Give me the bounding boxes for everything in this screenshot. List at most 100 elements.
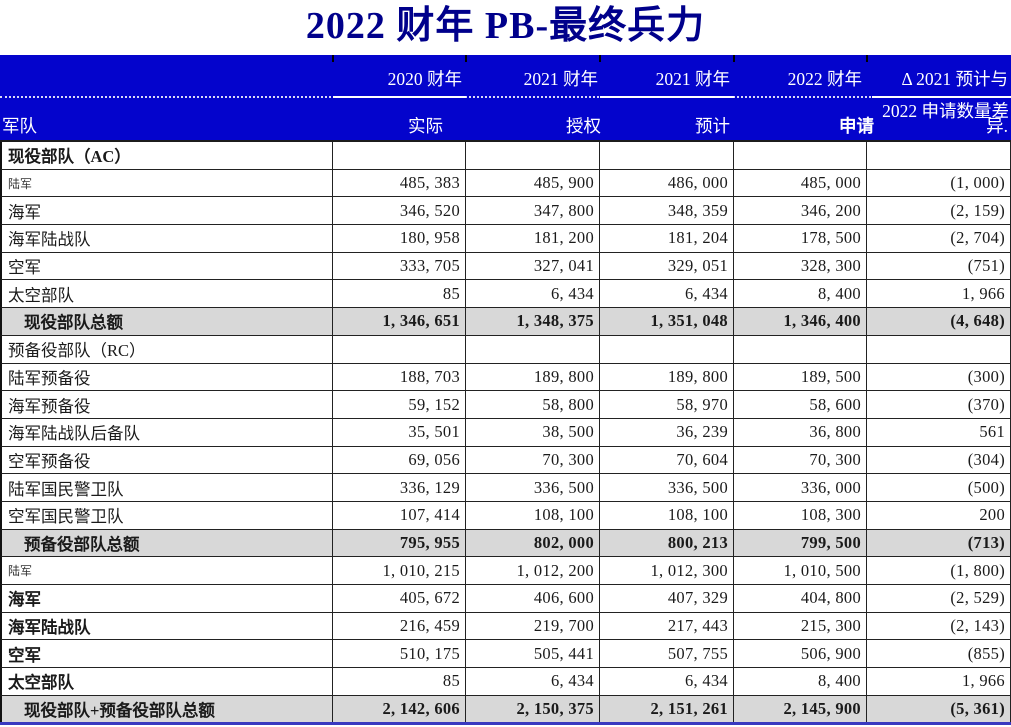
- row-label: 海军陆战队后备队: [0, 418, 333, 447]
- value-cell: (4, 648): [867, 308, 1011, 336]
- value-cell: 1, 966: [867, 668, 1011, 696]
- column-divider-tick: [733, 55, 735, 62]
- value-cell: (5, 361): [867, 695, 1011, 724]
- value-cell: (304): [867, 446, 1011, 475]
- value-cell: 2, 142, 606: [333, 695, 466, 724]
- table-row: 空军 510, 175 505, 441 507, 755 506, 900 (855): [0, 640, 1011, 669]
- value-cell: 347, 800: [466, 197, 600, 226]
- header-forces-label: 军队: [2, 116, 37, 136]
- value-cell: 327, 041: [466, 252, 600, 281]
- value-cell: (1, 000): [867, 169, 1011, 198]
- row-label: 陆军预备役: [0, 363, 333, 392]
- value-cell: 69, 056: [333, 446, 466, 475]
- value-cell: 1, 346, 400: [734, 308, 867, 336]
- table-row: 陆军国民警卫队 336, 129 336, 500 336, 500 336, 000(…: [0, 474, 1011, 502]
- value-cell: [466, 142, 600, 170]
- value-cell: 336, 500: [466, 474, 600, 502]
- header-col-estimated: 预计: [695, 116, 730, 136]
- row-label: 陆军国民警卫队: [0, 474, 333, 502]
- header-col-request: 申请: [839, 116, 874, 136]
- value-cell: 188, 703: [333, 363, 466, 392]
- value-cell: 486, 000: [600, 169, 734, 198]
- row-label: 海军预备役: [0, 391, 333, 419]
- value-cell: 404, 800: [734, 585, 867, 613]
- table-row: 现役部队总额 1, 346, 651 1, 348, 375 1, 351, 048 1…: [0, 308, 1011, 336]
- table-row: 海军 346, 520 347, 800 348, 359 346, 200 (2, 15…: [0, 197, 1011, 226]
- value-cell: [734, 142, 867, 170]
- value-cell: 189, 500: [734, 363, 867, 392]
- header-fy2021-authorized: 2021 财年: [523, 69, 598, 89]
- value-cell: 1, 012, 200: [466, 557, 600, 585]
- value-cell: 70, 604: [600, 446, 734, 475]
- header-underline: [333, 96, 466, 98]
- value-cell: 802, 000: [466, 529, 600, 558]
- value-cell: 406, 600: [466, 585, 600, 613]
- value-cell: (300): [867, 363, 1011, 392]
- value-cell: [333, 142, 466, 170]
- value-cell: 1, 010, 215: [333, 557, 466, 585]
- value-cell: 799, 500: [734, 529, 867, 558]
- value-cell: 181, 204: [600, 225, 734, 253]
- value-cell: 38, 500: [466, 418, 600, 447]
- value-cell: 2, 145, 900: [734, 695, 867, 724]
- value-cell: 35, 501: [333, 418, 466, 447]
- value-cell: 485, 900: [466, 169, 600, 198]
- table-row: 空军预备役 69, 056 70, 300 70, 604 70, 300 (304): [0, 446, 1011, 475]
- row-label: 空军: [0, 252, 333, 281]
- table-row: 陆军 485, 383 485, 900 486, 000 485, 000 (1, 00…: [0, 169, 1011, 198]
- table-row: 海军陆战队 180, 958 181, 200 181, 204 178, 500 (2,…: [0, 225, 1011, 253]
- value-cell: 215, 300: [734, 612, 867, 641]
- row-label: 预备役部队总额: [0, 529, 333, 558]
- value-cell: 107, 414: [333, 501, 466, 530]
- value-cell: 8, 400: [734, 668, 867, 696]
- row-label: 现役部队总额: [0, 308, 333, 336]
- table-row: 海军陆战队 216, 459 219, 700 217, 443 215, 300 (2,…: [0, 612, 1011, 641]
- value-cell: 178, 500: [734, 225, 867, 253]
- value-cell: [734, 335, 867, 364]
- row-label: 海军陆战队: [0, 612, 333, 641]
- table-row: 预备役部队（RC）: [0, 335, 1011, 364]
- value-cell: 336, 000: [734, 474, 867, 502]
- value-cell: 36, 800: [734, 418, 867, 447]
- value-cell: 506, 900: [734, 640, 867, 669]
- column-divider-tick: [332, 55, 334, 62]
- table-row: 现役部队（AC）: [0, 142, 1011, 170]
- table-row: 海军预备役 59, 152 58, 800 58, 970 58, 600 (370): [0, 391, 1011, 419]
- value-cell: [867, 335, 1011, 364]
- value-cell: (1, 800): [867, 557, 1011, 585]
- row-label: 预备役部队（RC）: [0, 335, 333, 364]
- row-label: 海军: [0, 197, 333, 226]
- value-cell: (713): [867, 529, 1011, 558]
- header-underline: [600, 96, 734, 98]
- value-cell: 219, 700: [466, 612, 600, 641]
- bottom-border-line: [0, 722, 1011, 725]
- value-cell: 346, 520: [333, 197, 466, 226]
- row-label: 陆军: [0, 169, 333, 198]
- value-cell: 6, 434: [600, 668, 734, 696]
- value-cell: 1, 012, 300: [600, 557, 734, 585]
- column-divider-tick: [866, 55, 868, 62]
- row-label: 太空部队: [0, 668, 333, 696]
- row-label: 太空部队: [0, 280, 333, 309]
- value-cell: 36, 239: [600, 418, 734, 447]
- table-row: 太空部队 85 6, 434 6, 434 8, 400 1, 966: [0, 668, 1011, 696]
- value-cell: (500): [867, 474, 1011, 502]
- value-cell: 1, 348, 375: [466, 308, 600, 336]
- value-cell: 180, 958: [333, 225, 466, 253]
- value-cell: 6, 434: [600, 280, 734, 309]
- page-title: 2022 财年 PB-最终兵力: [305, 5, 706, 47]
- header-delta-line1: Δ 2021 预计与: [901, 69, 1008, 89]
- value-cell: 6, 434: [466, 668, 600, 696]
- value-cell: (2, 529): [867, 585, 1011, 613]
- table-row: 空军 333, 705 327, 041 329, 051 328, 300 (751): [0, 252, 1011, 281]
- value-cell: 108, 300: [734, 501, 867, 530]
- value-cell: 795, 955: [333, 529, 466, 558]
- value-cell: 70, 300: [734, 446, 867, 475]
- table-row: 海军陆战队后备队 35, 501 38, 500 36, 239 36, 800 561: [0, 418, 1011, 447]
- table-row: 空军国民警卫队 107, 414 108, 100 108, 100 108, 300 2…: [0, 501, 1011, 530]
- column-divider-tick: [599, 55, 601, 62]
- table-row: 现役部队+预备役部队总额 2, 142, 606 2, 150, 375 2, 151…: [0, 695, 1011, 724]
- row-label: 海军: [0, 585, 333, 613]
- value-cell: 407, 329: [600, 585, 734, 613]
